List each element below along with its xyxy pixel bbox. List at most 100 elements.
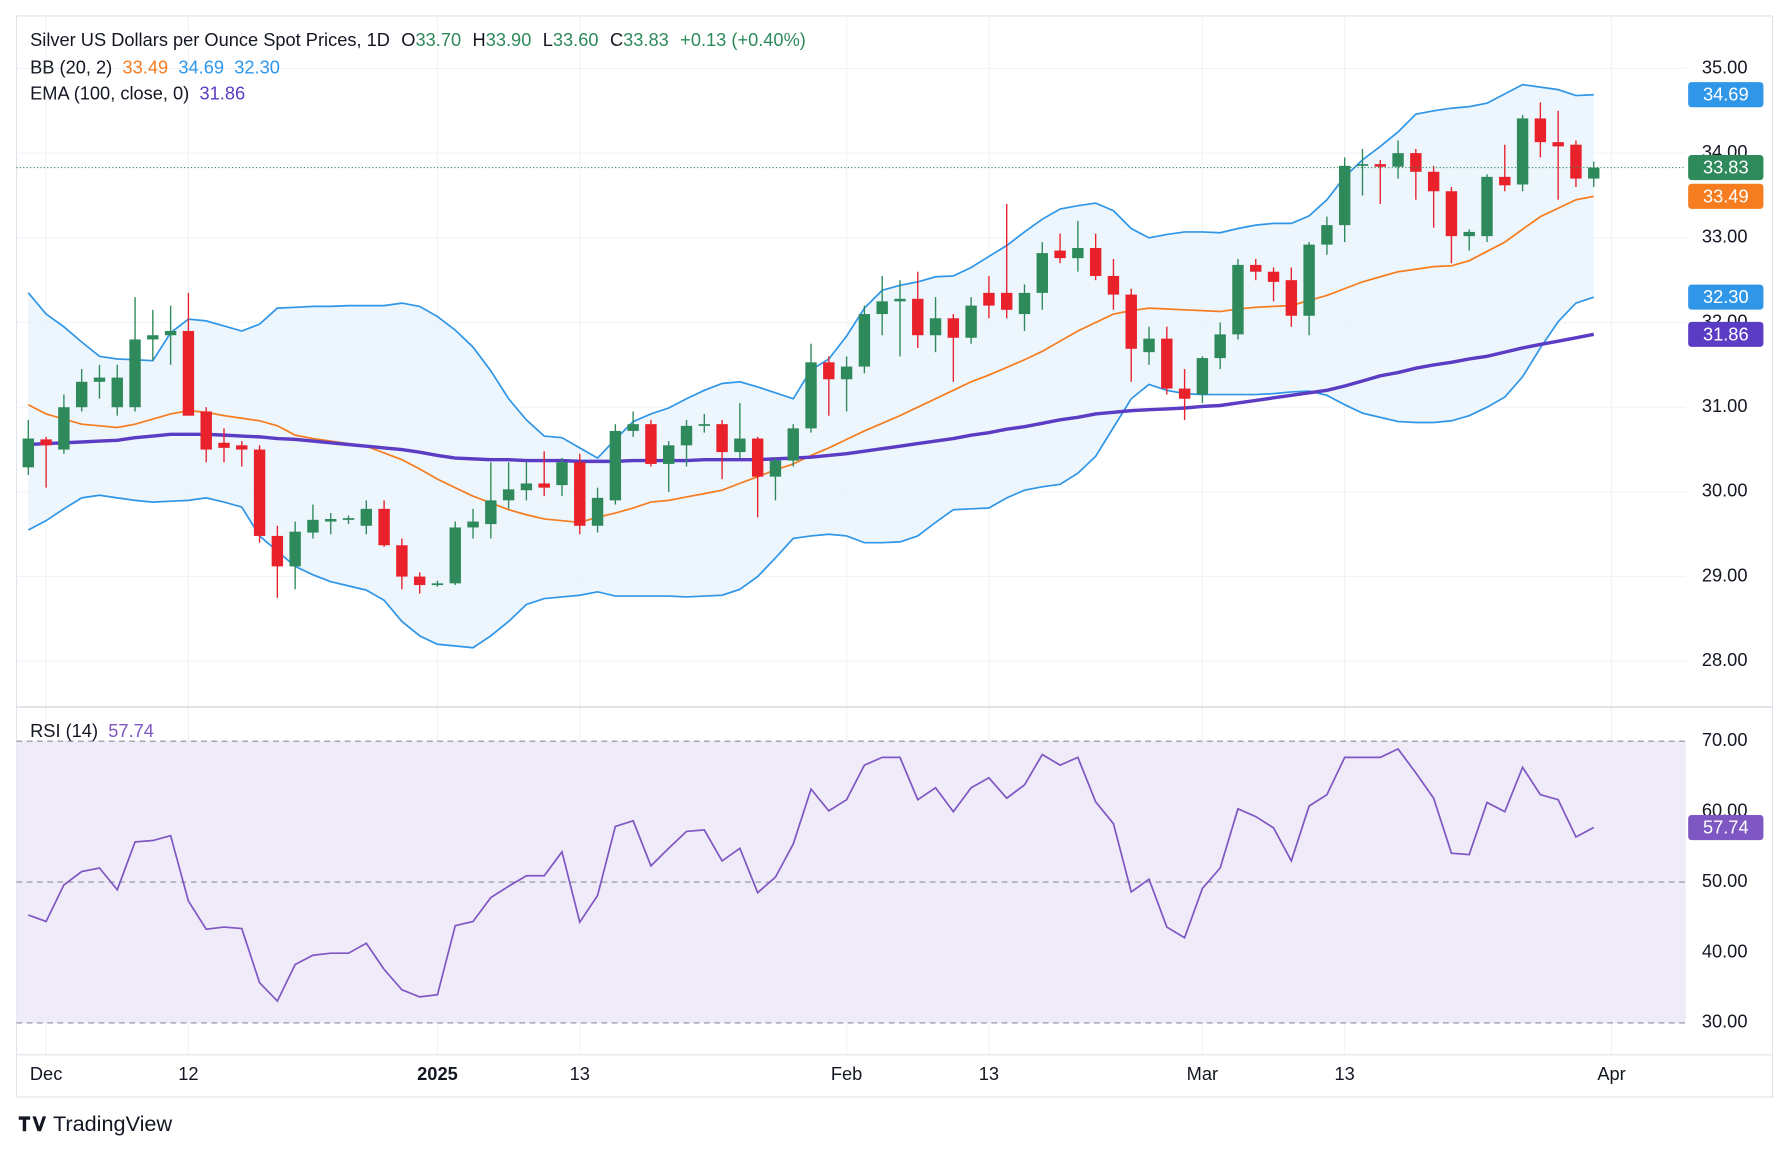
candle-body [876,301,888,315]
x-tick-label: 12 [178,1063,198,1084]
legend-text: 33.83 [623,29,669,50]
candle-body [111,377,123,408]
candle-body [1588,167,1600,179]
y-tick-label: 40.00 [1702,940,1748,961]
x-tick-label: Dec [30,1063,62,1084]
candle-body [627,424,639,431]
candle-body [129,339,141,408]
candle-body [716,424,728,453]
candle-body [805,362,817,429]
candle-body [894,298,906,302]
candle-body [147,335,159,340]
candle-body [663,445,675,464]
candle-body [40,439,52,446]
candle-body [1534,118,1547,143]
legend-text: 34.69 [178,56,224,77]
candle-body [1303,244,1315,316]
candle-body [1107,275,1120,295]
price-tag [1688,82,1764,108]
candle-body [912,298,924,336]
candle-body [823,362,835,380]
y-tick-label: 29.00 [1702,564,1748,585]
candle-body [734,438,746,453]
candle-body [947,318,960,338]
candle-body [769,460,782,477]
price-tag-label: 34.69 [1703,84,1749,105]
candle-body [58,407,70,450]
candle-body [556,462,568,486]
candle-body [289,531,301,567]
candle-body [1356,164,1369,166]
legend-row: Silver US Dollars per Ounce Spot Prices,… [30,29,806,50]
price-tag [1688,183,1764,209]
candle-body [342,518,355,520]
candle-body [1445,191,1458,237]
overlay: Dec 12 2025 13 Feb 13 Mar 13 Apr 28.00 29.00 30.00 3… [30,29,1764,1084]
candle-body [858,314,871,367]
candle-body [1427,171,1440,192]
candle-body [164,330,177,336]
price-tag [1688,284,1764,310]
legend-text: 33.90 [486,29,532,50]
y-tick-label: 28.00 [1702,649,1748,670]
candle-body [751,438,764,477]
candle-body [253,449,266,536]
candle-body [929,318,942,336]
candle-body [1338,165,1351,226]
candle-body [307,519,319,533]
y-tick-label: 50.00 [1702,870,1748,891]
price-tag-label: 31.86 [1703,323,1749,344]
candle-body [1178,388,1191,399]
legend-text: Silver US Dollars per Ounce Spot Prices,… [30,29,390,50]
candle-body [75,381,88,408]
legend-text: EMA (100, close, 0) [30,82,189,103]
legend-text: 32.30 [234,56,280,77]
candle-body [609,430,622,501]
candle-body [485,500,497,525]
legend-text: 33.49 [122,56,168,77]
legend-text: +0.13 (+0.40%) [680,29,806,50]
candle-body [591,497,604,526]
y-tick-label: 35.00 [1702,56,1748,77]
y-tick-label: 30.00 [1702,1011,1748,1032]
candle-body [1570,144,1582,179]
legend-row: BB (20, 2) 33.49 34.69 32.30 [30,56,280,77]
y-tick-label: 31.00 [1702,395,1748,416]
price-tag [1688,155,1764,181]
candle-body [1499,176,1511,186]
legend-text: 33.70 [415,29,461,50]
candle-body [502,489,515,501]
candle-body [1196,358,1209,395]
brand: TradingView [53,1111,173,1136]
y-tick-label: 30.00 [1702,480,1748,501]
x-tick-label: 13 [1335,1063,1355,1084]
candle-body [1481,176,1493,237]
indicator-line [28,332,1595,464]
candle-body [236,445,248,450]
legend-row: EMA (100, close, 0) 31.86 [30,82,245,103]
candle-body [1516,118,1529,185]
price-tag-label: 33.83 [1703,157,1749,178]
x-tick-label: Mar [1187,1063,1218,1084]
candle-body [1267,271,1280,282]
candle-body [431,583,444,586]
candle-body [467,521,479,528]
candle-body [1392,153,1404,167]
legend-text: 33.60 [553,29,599,50]
x-tick-label: Feb [831,1063,862,1084]
y-tick-label: 70.00 [1702,729,1748,750]
candle-body [1285,280,1298,316]
candle-body [200,411,212,450]
candle-body [360,508,373,526]
candle-body [965,305,977,338]
candle-body [271,535,284,567]
candle-body [840,366,853,380]
candle-body [413,576,426,586]
candle-body [1072,248,1084,259]
price-tag-label: 57.74 [1703,817,1749,838]
band-fill [28,84,1594,648]
candle-body [538,483,550,488]
candle-body [1214,334,1226,359]
plot [16,83,1686,1024]
price-tag-label: 33.49 [1703,185,1749,206]
